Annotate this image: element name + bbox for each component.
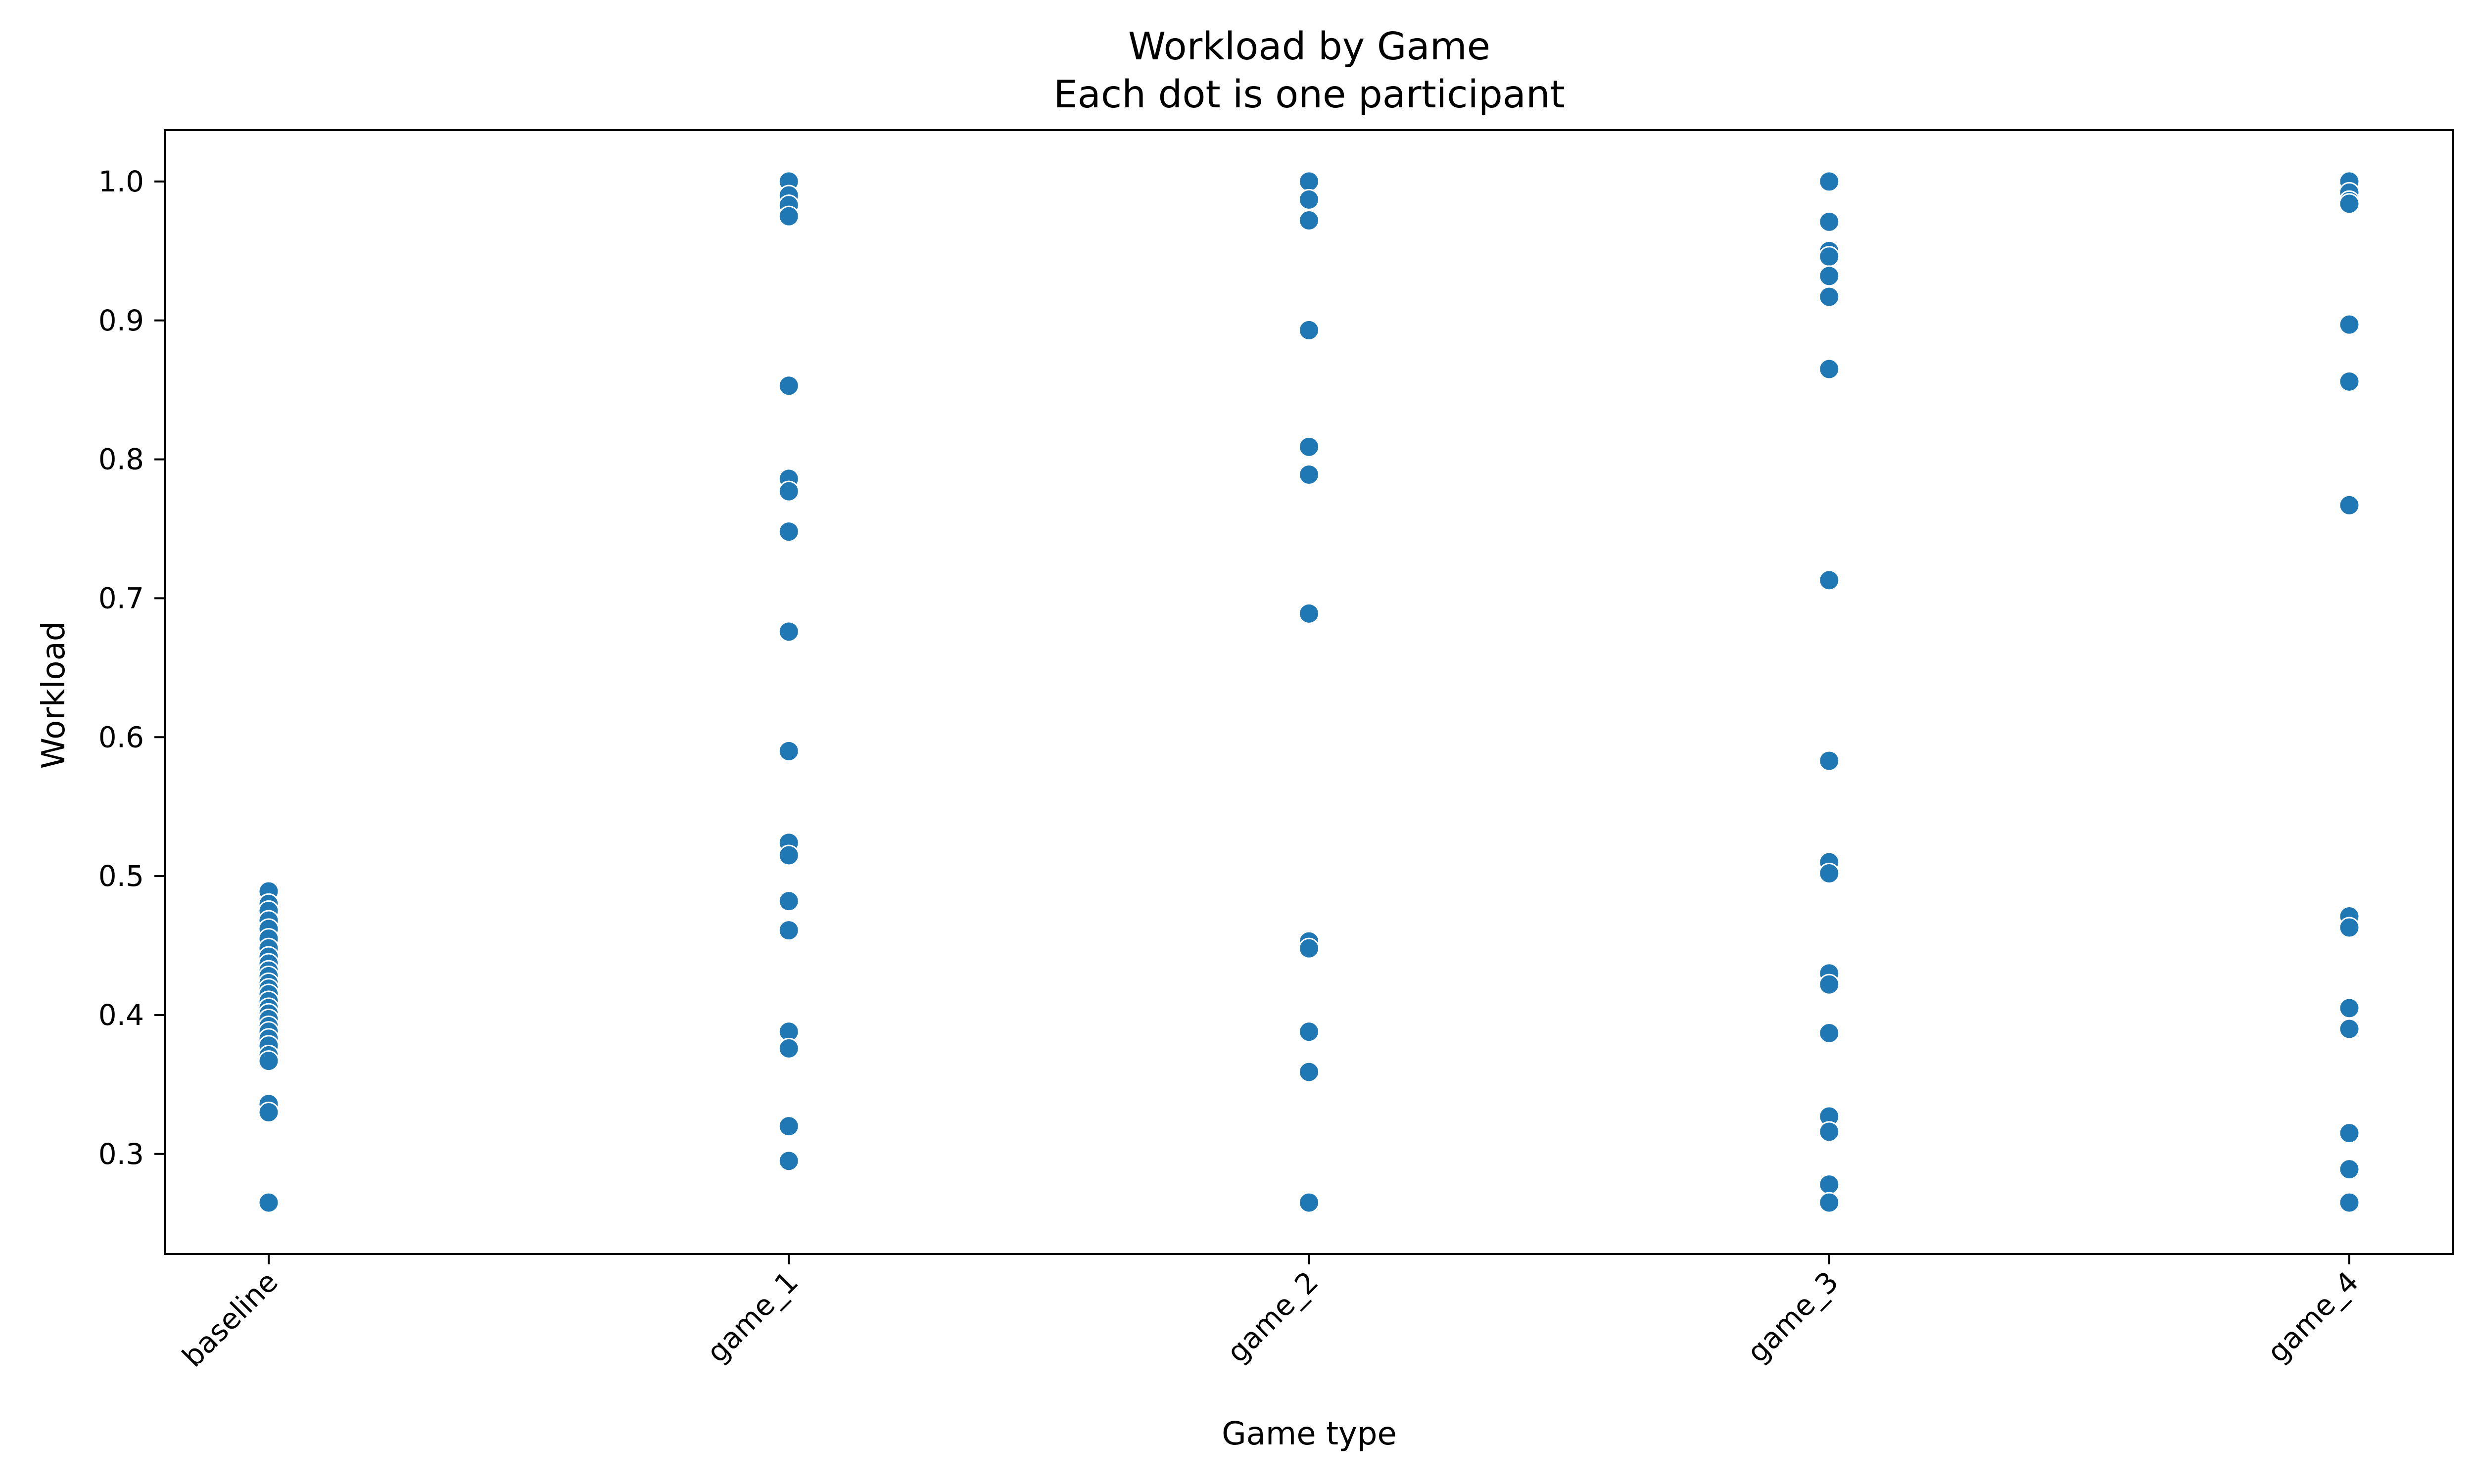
y-axis: 0.3 0.4 0.5 0.6 0.7 0.8 0.9 1.0 [98, 165, 165, 1171]
data-point [2338, 193, 2360, 215]
data-point [1818, 750, 1840, 772]
data-point [778, 1037, 800, 1059]
data-point [1818, 211, 1840, 232]
data-point [778, 480, 800, 502]
data-point [778, 521, 800, 543]
x-axis-label: Game type [1222, 1416, 1397, 1452]
data-point [258, 1192, 280, 1213]
data-point [1298, 603, 1320, 624]
data-point [778, 205, 800, 227]
data-point [778, 1150, 800, 1172]
plot-area-frame [164, 129, 2454, 1255]
data-point [2338, 997, 2360, 1019]
x-tick-label: baseline [176, 1265, 285, 1374]
data-point [1818, 358, 1840, 380]
data-point [778, 844, 800, 866]
data-point [1298, 1061, 1320, 1083]
data-point [2338, 1192, 2360, 1213]
data-point [778, 375, 800, 397]
data-point [1818, 569, 1840, 591]
y-tick-label: 0.3 [98, 1137, 144, 1171]
data-point [2338, 917, 2360, 938]
data-point [2338, 1018, 2360, 1040]
data-point [1818, 1192, 1840, 1213]
data-point [1298, 436, 1320, 458]
y-tick-label: 0.9 [98, 304, 144, 337]
data-point [1298, 464, 1320, 485]
y-axis-label: Workload [36, 621, 72, 769]
data-point [2338, 1122, 2360, 1144]
data-point [1818, 1022, 1840, 1044]
data-point [2338, 1159, 2360, 1180]
y-tick-label: 0.6 [98, 720, 144, 754]
data-point [778, 740, 800, 762]
data-point [1818, 286, 1840, 308]
data-point [1818, 1121, 1840, 1143]
data-point [1818, 862, 1840, 884]
x-axis: baseline game_1 game_2 game_3 game_4 [176, 1254, 2365, 1374]
x-tick-label: game_1 [700, 1265, 805, 1369]
data-point [1298, 1021, 1320, 1043]
y-tick-label: 0.8 [98, 443, 144, 476]
y-tick-label: 0.4 [98, 998, 144, 1032]
data-point [778, 890, 800, 912]
y-tick-label: 1.0 [98, 165, 144, 198]
data-point [258, 1050, 280, 1072]
data-point [1298, 319, 1320, 341]
data-point [1818, 171, 1840, 192]
data-point [1298, 188, 1320, 210]
data-point [1298, 210, 1320, 232]
data-point [1298, 1192, 1320, 1213]
scatter-points [258, 171, 2360, 1213]
data-point [2338, 371, 2360, 392]
chart-subtitle: Each dot is one participant [1053, 73, 1565, 117]
data-point [1298, 937, 1320, 959]
data-point [1818, 1174, 1840, 1196]
x-tick-label: game_2 [1220, 1265, 1325, 1369]
data-point [1818, 246, 1840, 268]
data-point [778, 621, 800, 643]
data-point [778, 1115, 800, 1137]
y-tick-label: 0.5 [98, 859, 144, 893]
data-point [778, 920, 800, 941]
x-tick-label: game_4 [2261, 1265, 2365, 1369]
data-point [1298, 171, 1320, 192]
chart-title: Workload by Game [1128, 25, 1490, 69]
data-point [1818, 974, 1840, 995]
chart-title-group: Workload by Game Each dot is one partici… [1053, 25, 1565, 117]
data-point [258, 1102, 280, 1123]
x-tick-label: game_3 [1741, 1265, 1845, 1369]
data-point [2338, 314, 2360, 335]
y-tick-label: 0.7 [98, 581, 144, 615]
data-point [1818, 265, 1840, 287]
data-point [2338, 494, 2360, 516]
